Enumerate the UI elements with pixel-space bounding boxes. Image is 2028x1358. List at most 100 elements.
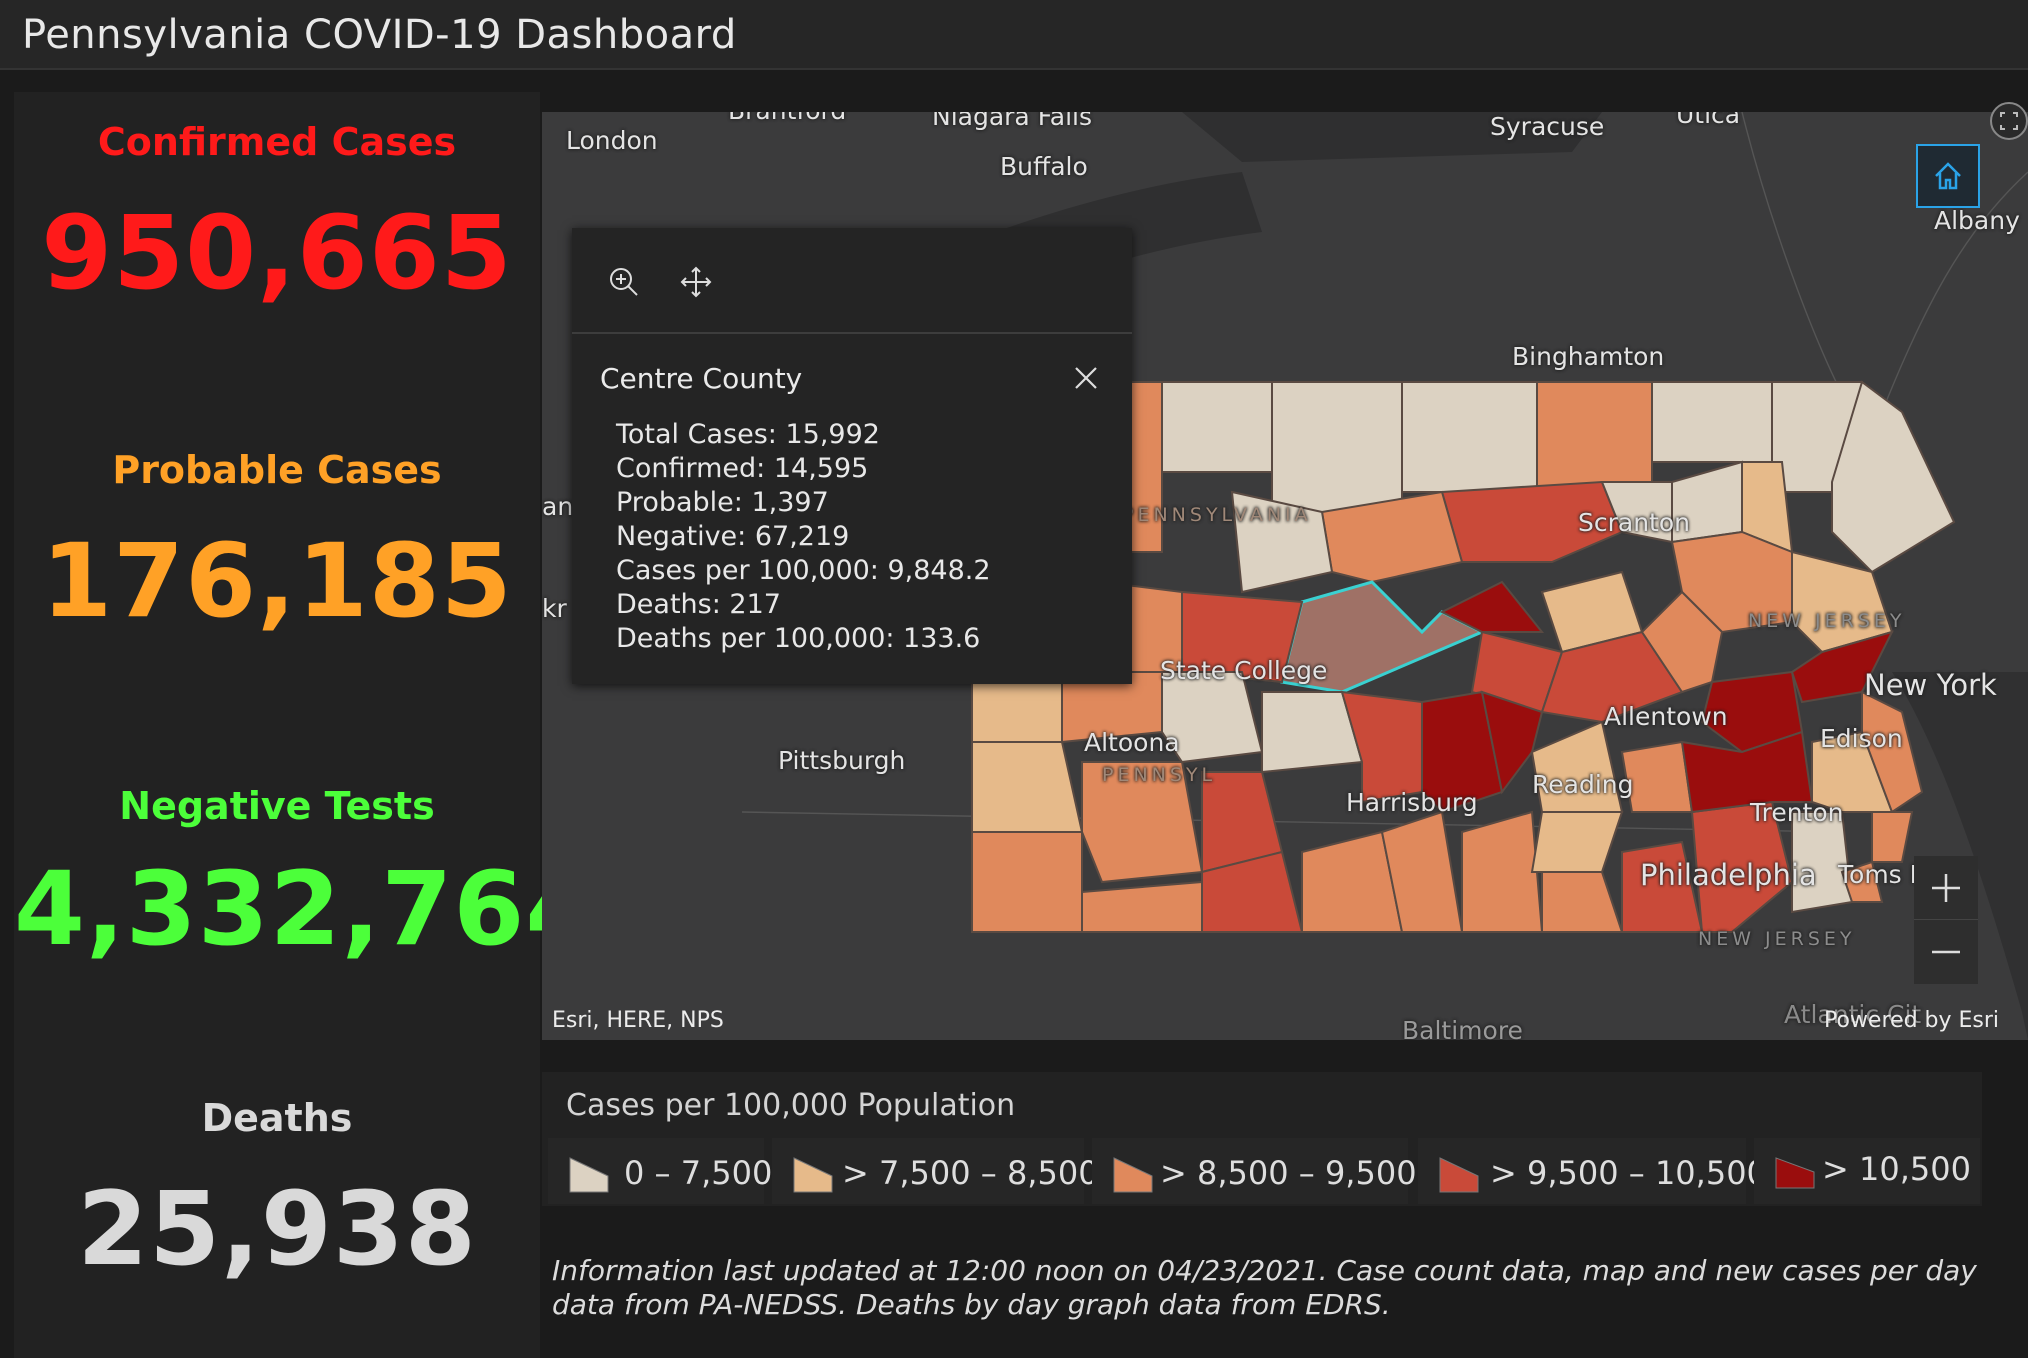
negative-tests-value: 4,332,764 (14, 850, 598, 969)
county-mckean[interactable] (1271, 381, 1403, 513)
county-adams[interactable] (1541, 871, 1624, 933)
label-edge-an: an (542, 492, 574, 521)
county-montgomery[interactable] (1811, 730, 1894, 813)
legend-swatch-4 (1775, 1157, 1815, 1189)
label-pittsburgh: Pittsburgh (778, 746, 906, 775)
label-utica: Utica (1676, 112, 1741, 129)
popup-close-button[interactable] (1070, 362, 1102, 394)
label-atlantic-city: Atlantic Cit (1784, 1000, 1922, 1029)
legend-label-1: > 7,500 – 8,500 (842, 1154, 1099, 1192)
zoom-out-button[interactable] (1914, 920, 1978, 983)
label-altoona: Altoona (1084, 728, 1180, 757)
deaths-label: Deaths (201, 1096, 353, 1140)
county-bradford[interactable] (1651, 381, 1773, 463)
fullscreen-button[interactable] (1990, 102, 2028, 140)
legend-label-0: 0 – 7,500 (624, 1154, 773, 1192)
county-northampton[interactable] (1790, 630, 1894, 704)
label-niagara-falls: Niagara Falls (932, 112, 1093, 131)
label-scranton: Scranton (1578, 508, 1690, 537)
minus-icon (1932, 950, 1960, 954)
popup-toolbar (572, 228, 1132, 334)
powered-by[interactable]: Powered by Esri (1824, 1008, 2000, 1033)
pan-icon (680, 266, 712, 298)
negative-tests-label: Negative Tests (119, 784, 435, 828)
page-title: Pennsylvania COVID-19 Dashboard (22, 12, 737, 58)
confirmed-cases-value: 950,665 (41, 194, 513, 313)
legend-item-1: > 7,500 – 8,500 (772, 1138, 1099, 1204)
legend-title: Cases per 100,000 Population (566, 1088, 1016, 1123)
county-popup: Centre County Total Cases: 15,992 Confir… (572, 228, 1132, 684)
label-buffalo: Buffalo (1000, 152, 1088, 181)
legend-swatch-1 (793, 1157, 833, 1193)
deaths-value: 25,938 (77, 1170, 477, 1289)
county-greene[interactable] (1081, 880, 1203, 933)
popup-field-confirmed: Confirmed: 14,595 (616, 453, 869, 484)
county-washington[interactable] (971, 831, 1083, 933)
legend-label-3: > 9,500 – 10,500 (1490, 1154, 1767, 1192)
legend-label-4: > 10,500 (1822, 1150, 1971, 1188)
county-potter[interactable] (1401, 381, 1538, 493)
stats-panel: Confirmed Cases 950,665 Probable Cases 1… (14, 92, 598, 1358)
confirmed-cases-stat: Confirmed Cases 950,665 (14, 120, 540, 313)
county-franklin[interactable] (1461, 810, 1544, 933)
probable-cases-label: Probable Cases (112, 448, 442, 492)
label-pennsylvania-2: PENNSYL (1102, 764, 1217, 786)
update-footnote: Information last updated at 12:00 noon o… (552, 1254, 1977, 1321)
legend-swatch-3 (1439, 1157, 1479, 1193)
pan-button[interactable] (674, 260, 718, 304)
label-state-college: State College (1160, 656, 1328, 685)
county-delaware[interactable] (1840, 860, 1884, 903)
home-button[interactable] (1916, 144, 1980, 208)
label-pennsylvania: PENNSYLVANIA (1122, 504, 1312, 526)
label-albany: Albany (1934, 206, 2020, 235)
label-trenton: Trenton (1750, 798, 1844, 827)
county-schuylkill[interactable] (1540, 630, 1684, 724)
map-attribution[interactable]: Esri, HERE, NPS (552, 1008, 724, 1033)
label-philadelphia: Philadelphia (1640, 858, 1817, 892)
legend-item-3: > 9,500 – 10,500 (1418, 1138, 1767, 1204)
legend-swatch-2 (1113, 1157, 1153, 1193)
label-toms-river: Toms R (1838, 860, 1928, 889)
popup-fields: Total Cases: 15,992 Confirmed: 14,595 Pr… (616, 418, 991, 656)
popup-field-probable: Probable: 1,397 (616, 487, 829, 518)
county-huntingdon[interactable] (1421, 690, 1504, 814)
label-reading: Reading (1532, 770, 1634, 799)
county-union[interactable] (1439, 580, 1545, 633)
popup-field-negative: Negative: 67,219 (616, 521, 850, 552)
zoom-in-button[interactable] (1914, 856, 1978, 920)
county-carbon[interactable] (1640, 590, 1724, 694)
label-new-jersey-top: NEW JERSEY (1748, 610, 1906, 632)
label-allentown: Allentown (1604, 702, 1728, 731)
county-blair[interactable] (1340, 690, 1423, 804)
zoom-controls (1914, 856, 1978, 984)
popup-field-cases-per-100k: Cases per 100,000: 9,848.2 (616, 555, 991, 586)
lake-ontario (1182, 112, 1602, 162)
negative-tests-stat: Negative Tests 4,332,764 (14, 784, 598, 969)
close-icon (1075, 367, 1097, 389)
label-new-york: New York (1864, 668, 1997, 702)
expand-icon (2000, 112, 2018, 130)
dashboard-header: Pennsylvania COVID-19 Dashboard (0, 0, 2028, 70)
county-tioga[interactable] (1536, 381, 1653, 493)
county-philadelphia[interactable] (1871, 811, 1914, 863)
zoom-to-icon (610, 268, 638, 296)
county-elk[interactable] (1230, 490, 1334, 594)
label-harrisburg: Harrisburg (1346, 788, 1478, 817)
county-armstrong[interactable] (1161, 671, 1264, 764)
county-allegheny[interactable] (971, 741, 1084, 833)
home-icon (1935, 162, 1961, 190)
county-bucks[interactable] (1861, 690, 1924, 814)
county-warren[interactable] (1161, 381, 1273, 473)
label-new-jersey-bottom: NEW JERSEY (1698, 928, 1856, 950)
legend-swatch-0 (569, 1157, 609, 1193)
county-westmoreland[interactable] (1081, 761, 1204, 884)
deaths-stat: Deaths 25,938 (14, 1096, 540, 1289)
legend-item-4: > 10,500 (1754, 1138, 1980, 1204)
map-view[interactable]: London Brantford Niagara Falls Buffalo S… (542, 112, 2028, 1040)
popup-field-deaths: Deaths: 217 (616, 589, 781, 620)
label-edge-akron: kr (542, 594, 567, 623)
zoom-to-button[interactable] (602, 260, 646, 304)
legend-item-0: 0 – 7,500 (548, 1138, 772, 1204)
county-cumberland[interactable] (1530, 811, 1624, 873)
popup-title: Centre County (600, 362, 803, 395)
